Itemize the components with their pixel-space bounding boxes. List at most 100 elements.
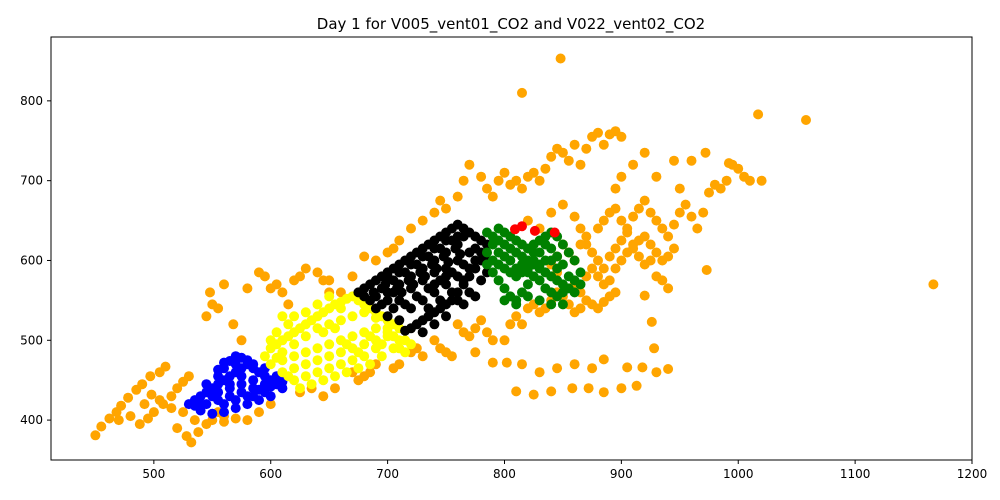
data-point [701, 265, 712, 275]
data-point [674, 183, 685, 194]
data-point [429, 287, 440, 298]
x-tick-label: 1000 [723, 467, 754, 481]
data-point [700, 147, 711, 158]
data-point [657, 223, 668, 234]
data-point [616, 171, 627, 182]
data-point [493, 223, 504, 234]
data-point [546, 207, 557, 218]
data-point [289, 311, 300, 322]
data-point [417, 251, 428, 262]
data-point [347, 311, 358, 322]
data-point [452, 271, 463, 282]
data-point [365, 331, 376, 342]
data-point [540, 163, 551, 174]
data-point [452, 231, 463, 242]
data-point [330, 371, 340, 382]
data-point [441, 235, 451, 246]
data-point [183, 371, 194, 382]
data-point [376, 339, 387, 350]
data-point [575, 279, 586, 290]
data-point [493, 275, 504, 286]
data-point [575, 303, 586, 314]
data-point [610, 183, 621, 194]
data-point [458, 299, 469, 310]
data-point [686, 211, 697, 222]
data-point [330, 323, 340, 334]
data-point [464, 331, 475, 342]
data-point [113, 415, 124, 426]
data-point [123, 392, 134, 403]
data-point [347, 271, 358, 282]
data-point [295, 271, 305, 282]
data-point [669, 243, 679, 254]
data-point [563, 271, 574, 282]
data-point [511, 299, 522, 310]
data-point [517, 359, 527, 370]
data-point [312, 267, 323, 278]
data-point [429, 243, 440, 254]
data-point [139, 399, 150, 410]
data-point [598, 387, 609, 398]
data-point [645, 207, 656, 218]
data-point [335, 359, 346, 370]
data-point [230, 403, 241, 414]
data-point [330, 383, 340, 394]
data-point [723, 158, 734, 169]
data-point [134, 419, 145, 430]
x-tick-label: 900 [610, 467, 633, 481]
data-point [493, 247, 504, 258]
data-point [470, 347, 481, 358]
data-point [493, 259, 504, 270]
data-point [639, 231, 650, 242]
data-point [207, 408, 218, 419]
data-point [146, 389, 157, 400]
plot-frame [50, 36, 973, 461]
data-point [265, 335, 276, 346]
data-point [435, 295, 446, 306]
data-point [575, 159, 586, 170]
data-point [318, 391, 329, 402]
data-point [441, 271, 451, 282]
data-point [499, 295, 510, 306]
data-point [441, 311, 451, 322]
data-point [928, 279, 939, 290]
data-point [557, 147, 568, 158]
data-point [628, 239, 639, 250]
data-point [283, 319, 294, 330]
data-point [318, 327, 329, 338]
data-point [604, 275, 615, 286]
data-point [186, 437, 197, 448]
data-point [704, 187, 714, 198]
data-point [359, 307, 370, 318]
chart-title: Day 1 for V005_vent01_CO2 and V022_vent0… [317, 15, 705, 34]
data-point [394, 267, 405, 278]
data-point [205, 287, 215, 298]
data-point [616, 255, 627, 266]
data-point [295, 383, 305, 394]
data-point [277, 287, 288, 298]
data-point [406, 339, 416, 350]
data-point [546, 299, 557, 310]
data-point [721, 175, 732, 186]
data-point [587, 363, 598, 374]
data-point [271, 327, 282, 338]
data-point [487, 239, 498, 250]
data-point [429, 319, 440, 330]
data-point [300, 371, 311, 382]
data-point [487, 357, 498, 368]
data-point [172, 423, 183, 434]
data-point [438, 251, 449, 262]
data-point [219, 416, 229, 427]
data-point [569, 255, 580, 266]
data-point [382, 311, 393, 322]
data-point [583, 383, 594, 394]
data-point [663, 364, 674, 374]
data-point [646, 316, 657, 327]
x-tick-label: 700 [376, 467, 399, 481]
data-point [400, 325, 411, 336]
data-point [259, 351, 270, 362]
data-point [271, 279, 282, 290]
data-point [394, 315, 405, 326]
data-point [341, 339, 352, 350]
